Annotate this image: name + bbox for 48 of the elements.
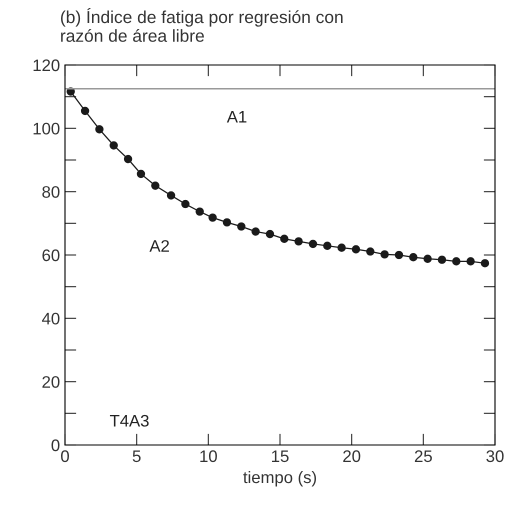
x-tick-label: 0	[61, 450, 69, 462]
point	[266, 230, 274, 238]
point	[294, 237, 303, 246]
y-tick-label: 100	[34, 122, 60, 135]
point	[380, 250, 389, 259]
y-tick-label: 120	[34, 59, 60, 72]
point	[466, 257, 475, 266]
point	[438, 256, 446, 264]
x-tick-label: 30	[486, 450, 504, 462]
point	[95, 125, 104, 134]
x-tick-label: 10	[200, 450, 217, 462]
x-tick-label: 20	[343, 450, 360, 462]
y-tick-label: 20	[42, 376, 60, 388]
x-tick-label: 15	[272, 450, 289, 462]
chart-title: (b) Índice de fatiga por regresión con razón de área libre	[61, 8, 343, 42]
point	[308, 240, 318, 248]
point	[337, 244, 346, 252]
point	[409, 253, 418, 262]
point	[352, 245, 360, 254]
point	[480, 259, 490, 268]
annotation: A2	[149, 240, 169, 252]
y-tick-label: 40	[42, 312, 60, 325]
point	[222, 218, 232, 227]
point	[208, 213, 217, 222]
point	[80, 106, 90, 116]
point	[394, 250, 404, 260]
point	[237, 222, 246, 231]
y-tick-label: 60	[42, 249, 60, 262]
point	[110, 141, 118, 150]
y-tick-label: 0	[52, 439, 60, 452]
point	[280, 234, 288, 244]
point	[124, 154, 132, 164]
point	[166, 191, 176, 200]
point	[323, 242, 332, 250]
point	[151, 181, 160, 190]
y-tick-label: 80	[42, 186, 60, 198]
annotation: A1	[226, 111, 246, 123]
point	[136, 170, 146, 178]
x-tick-label: 25	[414, 450, 432, 462]
point	[181, 200, 190, 208]
point	[196, 207, 204, 216]
x-axis-title: tiempo (s)	[243, 470, 316, 486]
point	[251, 227, 260, 236]
point	[452, 257, 460, 266]
x-tick-label: 5	[132, 450, 141, 462]
point	[423, 254, 432, 263]
point	[366, 247, 374, 256]
annotation: T4A3	[110, 414, 149, 427]
